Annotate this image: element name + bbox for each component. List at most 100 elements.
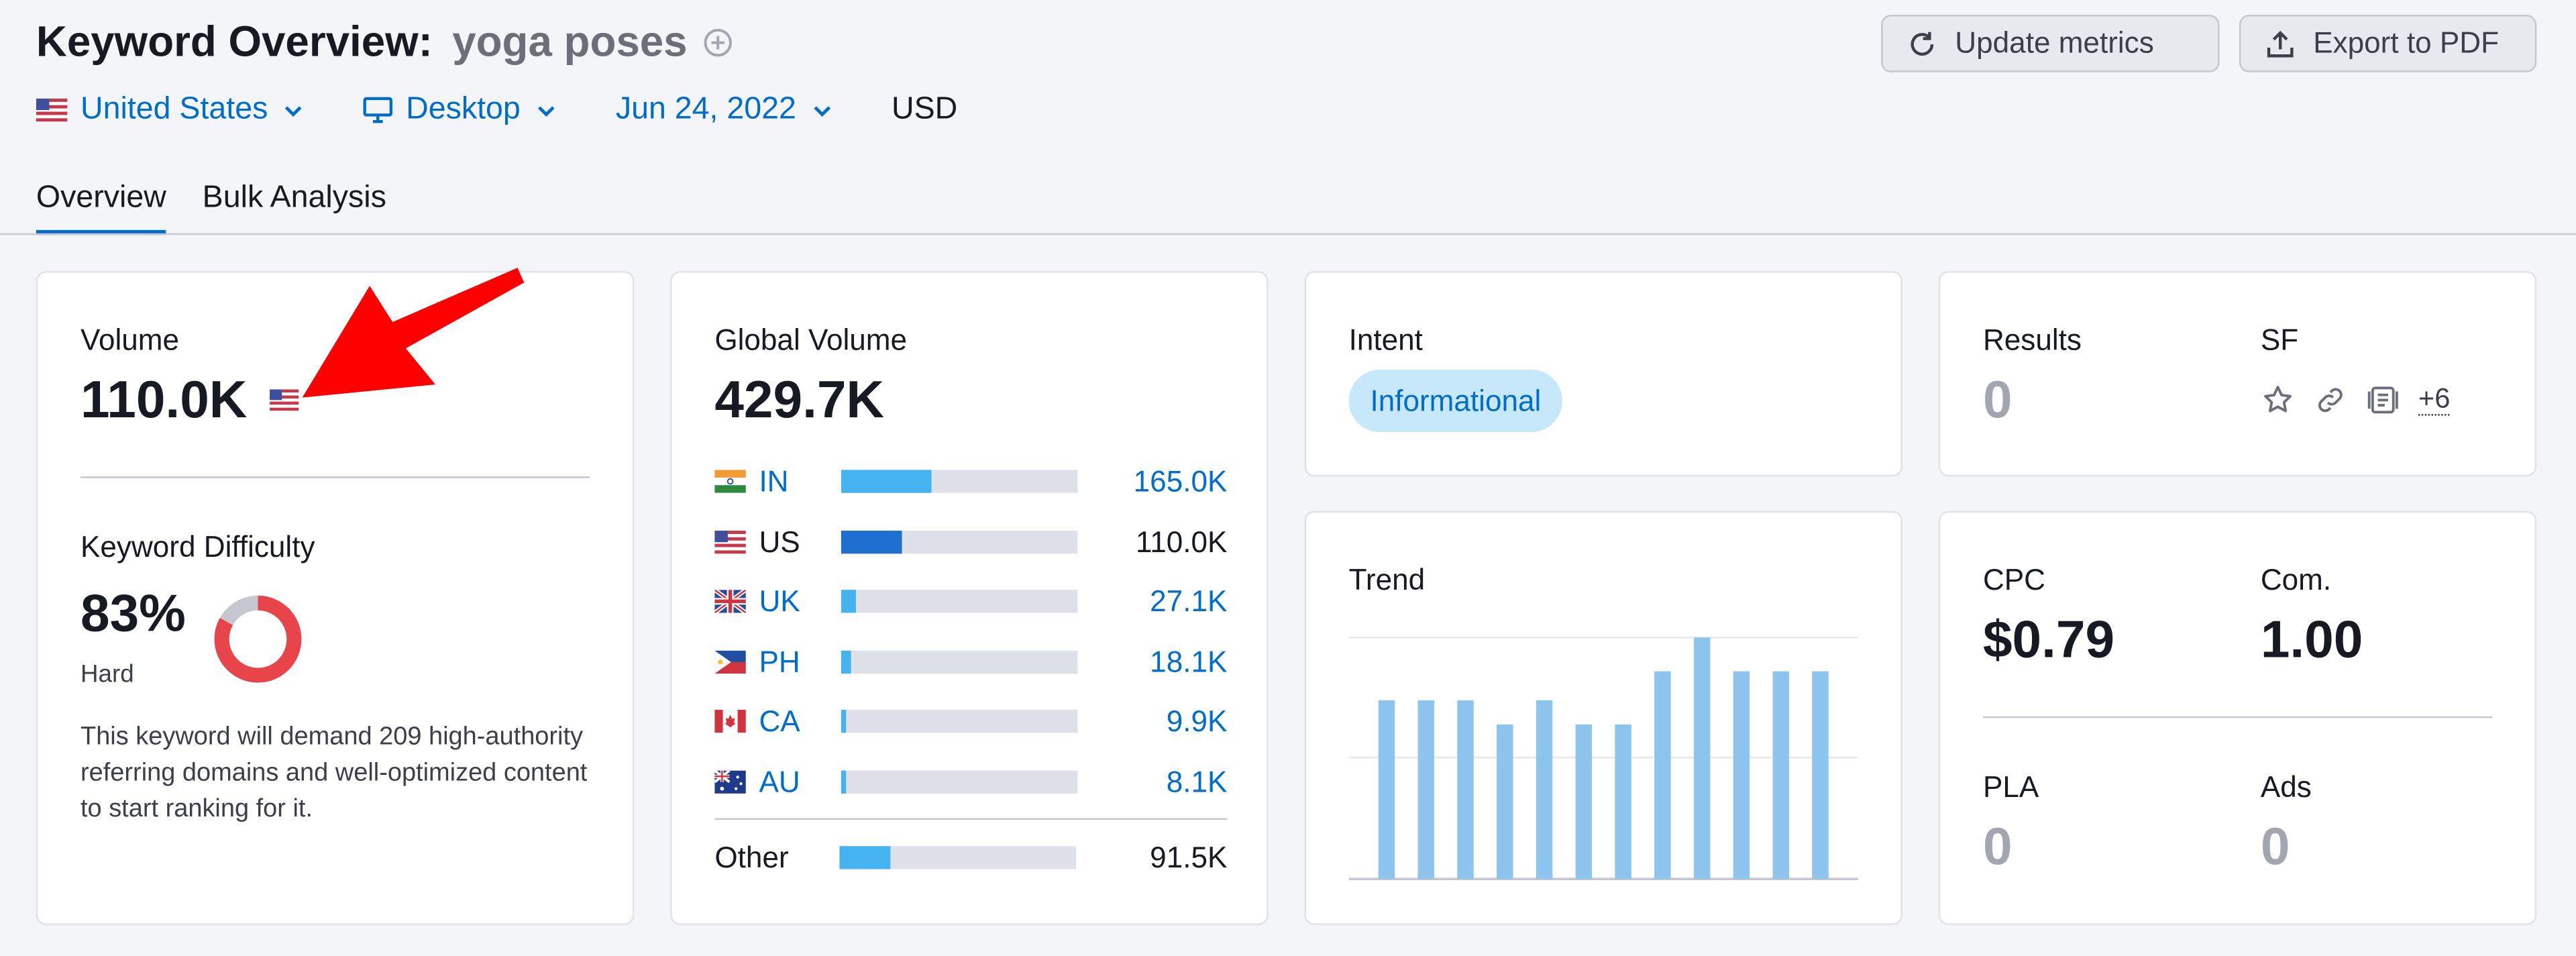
update-metrics-label: Update metrics — [1955, 26, 2154, 60]
country-volume[interactable]: 8.1K — [1166, 765, 1228, 798]
trend-chart — [1348, 636, 1858, 881]
pla-label: PLA — [1982, 770, 2039, 804]
country-share-bar — [841, 590, 1078, 613]
sf-icons: +6 — [2261, 383, 2451, 417]
chevron-down-icon — [813, 105, 830, 116]
country-volume: 110.0K — [1135, 525, 1228, 558]
uk-flag-icon — [714, 590, 746, 613]
annotation-arrow — [302, 268, 525, 398]
country-row-us: US 110.0K — [714, 523, 1227, 562]
country-code[interactable]: AU — [759, 765, 800, 798]
australia-flag-icon — [714, 770, 746, 794]
us-flag-icon — [36, 98, 68, 122]
other-label: Other — [714, 840, 789, 873]
country-share-bar — [841, 770, 1078, 794]
global-volume-label: Global Volume — [714, 323, 908, 357]
device-label: Desktop — [406, 92, 521, 127]
country-volume[interactable]: 9.9K — [1166, 704, 1228, 737]
volume-card: Volume 110.0K Keyword Difficulty 83% Har… — [36, 268, 635, 925]
date-label: Jun 24, 2022 — [615, 92, 796, 127]
country-code[interactable]: CA — [759, 704, 800, 737]
country-row-uk: UK 27.1K — [714, 582, 1227, 621]
country-code[interactable]: PH — [759, 645, 800, 678]
intent-card: Intent Informational — [1304, 271, 1902, 477]
export-pdf-label: Export to PDF — [2313, 26, 2500, 60]
country-row-other: Other 91.5K — [714, 838, 1227, 878]
ads-value: 0 — [2260, 816, 2290, 876]
country-code: US — [759, 525, 800, 558]
update-metrics-button[interactable]: Update metrics — [1881, 15, 2220, 72]
country-share-bar — [841, 709, 1078, 733]
country-share-bar — [841, 531, 1078, 554]
results-card: Results 0 SF +6 — [1938, 271, 2537, 477]
canada-flag-icon — [714, 709, 746, 733]
trend-bar — [1772, 671, 1789, 880]
com-value: 1.00 — [2260, 609, 2363, 669]
us-flag-icon — [714, 531, 746, 554]
com-label: Com. — [2260, 564, 2332, 596]
device-selector[interactable]: Desktop — [363, 92, 556, 128]
country-share-bar — [841, 470, 1078, 493]
volume-label: Volume — [80, 323, 180, 357]
trend-bar — [1575, 724, 1593, 880]
trend-bar — [1654, 671, 1671, 880]
sf-more-link[interactable]: +6 — [2418, 384, 2451, 416]
country-row-ca: CA 9.9K — [714, 702, 1227, 741]
trend-bar — [1733, 671, 1750, 880]
link-icon[interactable] — [2313, 383, 2347, 417]
intent-badge[interactable]: Informational — [1348, 370, 1563, 433]
tab-bar: Overview Bulk Analysis — [36, 180, 423, 235]
refresh-icon — [1911, 31, 1934, 55]
date-selector[interactable]: Jun 24, 2022 — [616, 92, 833, 128]
trend-bar — [1536, 700, 1553, 880]
trend-bar — [1812, 671, 1829, 880]
currency-label: USD — [891, 92, 958, 127]
filter-bar: United States Desktop Jun 24, 2022 USD — [36, 92, 957, 128]
country-volume[interactable]: 27.1K — [1150, 584, 1228, 617]
country-volume[interactable]: 165.0K — [1133, 464, 1228, 497]
cpc-label: CPC — [1982, 564, 2046, 596]
knowledge-panel-icon[interactable] — [2366, 383, 2400, 417]
add-keyword-icon[interactable] — [704, 27, 733, 56]
country-row-au: AU 8.1K — [714, 762, 1227, 802]
desktop-icon — [363, 97, 393, 123]
cpc-value: $0.79 — [1982, 609, 2115, 669]
page-title: Keyword Overview: — [36, 16, 433, 66]
export-pdf-button[interactable]: Export to PDF — [2239, 15, 2537, 72]
chevron-down-icon — [285, 105, 302, 116]
sf-label: SF — [2260, 323, 2299, 357]
difficulty-value: 83% — [80, 583, 186, 643]
trend-label: Trend — [1348, 564, 1426, 596]
country-row-in: IN 165.0K — [714, 462, 1227, 501]
trend-bar — [1457, 700, 1474, 880]
country-selector[interactable]: United States — [36, 92, 304, 128]
star-icon[interactable] — [2261, 383, 2295, 417]
india-flag-icon — [714, 470, 746, 493]
country-code[interactable]: UK — [759, 584, 800, 617]
results-value: 0 — [1982, 370, 2012, 429]
trend-bar — [1615, 724, 1631, 880]
other-volume: 91.5K — [1150, 840, 1228, 873]
tab-bulk-analysis[interactable]: Bulk Analysis — [202, 180, 386, 215]
page-header: Keyword Overview: yoga poses — [36, 16, 733, 67]
difficulty-label: Keyword Difficulty — [80, 531, 315, 564]
trend-bar — [1693, 637, 1711, 880]
global-volume-divider — [714, 818, 1228, 820]
trend-bar — [1378, 700, 1395, 880]
country-code[interactable]: IN — [759, 464, 789, 497]
trend-bar — [1497, 724, 1513, 880]
keyword-name: yoga poses — [452, 16, 688, 66]
global-volume-card: Global Volume 429.7K IN 165.0K US 110.0K — [670, 271, 1269, 925]
country-share-bar — [841, 650, 1078, 674]
country-volume[interactable]: 18.1K — [1150, 645, 1228, 678]
difficulty-description: This keyword will demand 209 high-author… — [80, 723, 588, 823]
tab-overview[interactable]: Overview — [36, 180, 166, 235]
trend-bar — [1417, 700, 1434, 880]
country-share-bar — [839, 846, 1077, 869]
cpc-card: CPC $0.79 Com. 1.00 PLA 0 Ads 0 — [1938, 511, 2537, 925]
global-volume-value: 429.7K — [714, 370, 885, 429]
difficulty-level: Hard — [80, 660, 134, 689]
tab-divider — [0, 233, 2576, 235]
trend-card: Trend — [1304, 511, 1902, 925]
intent-label: Intent — [1348, 323, 1423, 357]
